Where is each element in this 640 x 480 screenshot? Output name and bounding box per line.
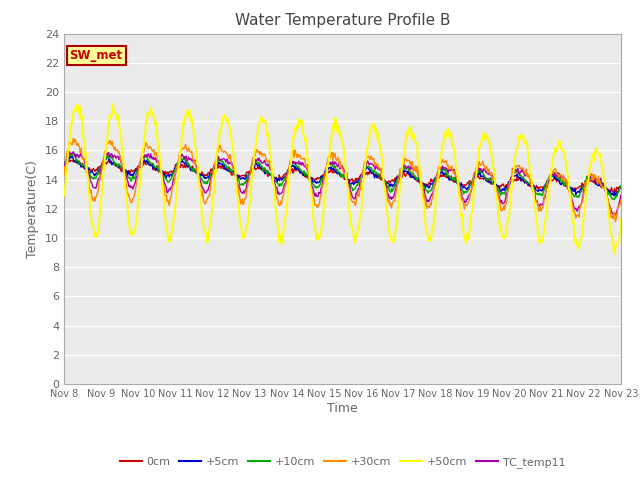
Text: SW_met: SW_met — [70, 49, 123, 62]
Y-axis label: Temperature(C): Temperature(C) — [26, 160, 39, 258]
Legend: 0cm, +5cm, +10cm, +30cm, +50cm, TC_temp11: 0cm, +5cm, +10cm, +30cm, +50cm, TC_temp1… — [115, 453, 570, 472]
X-axis label: Time: Time — [327, 402, 358, 415]
Title: Water Temperature Profile B: Water Temperature Profile B — [235, 13, 450, 28]
